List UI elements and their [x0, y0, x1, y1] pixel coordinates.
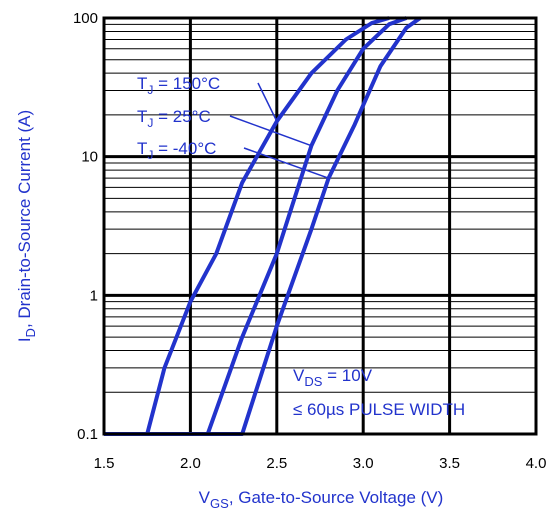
series-label-minus40c: TJ = -40°C [137, 139, 216, 162]
grid [104, 18, 536, 434]
x-tick-label: 3.5 [439, 455, 460, 472]
curves [104, 16, 422, 436]
pulse-width-annotation: ≤ 60µs PULSE WIDTH [293, 400, 465, 419]
series-label-25c: TJ = 25°C [137, 107, 211, 130]
x-tick-label: 1.5 [94, 455, 115, 472]
x-axis-label: VGS, Gate-to-Source Voltage (V) [199, 488, 444, 511]
x-tick-label: 4.0 [526, 455, 547, 472]
y-tick-label: 10 [81, 149, 98, 166]
y-tick-label: 100 [73, 10, 98, 27]
curve-minus40c [104, 16, 422, 436]
series-label-150c: TJ = 150°C [137, 74, 220, 97]
curve-150c-callout [257, 82, 278, 122]
y-tick-label: 0.1 [77, 426, 98, 443]
plot-frame [102, 16, 538, 436]
y-tick-label: 1 [90, 287, 98, 304]
curve-150c [104, 16, 390, 436]
y-axis-label: ID, Drain-to-Source Current (A) [15, 110, 38, 342]
curve-25c [104, 16, 408, 436]
curve-minus40c-callout [243, 147, 329, 179]
series-label-callouts [229, 82, 329, 179]
tick-labels: 1.5 2.0 2.5 3.0 3.5 4.0 0.1 1 10 100 [73, 10, 546, 472]
x-tick-label: 2.0 [180, 455, 201, 472]
curve-25c-callout [229, 115, 312, 147]
x-tick-label: 3.0 [353, 455, 374, 472]
x-tick-label: 2.5 [266, 455, 287, 472]
vds-annotation: VDS = 10V [293, 366, 373, 389]
